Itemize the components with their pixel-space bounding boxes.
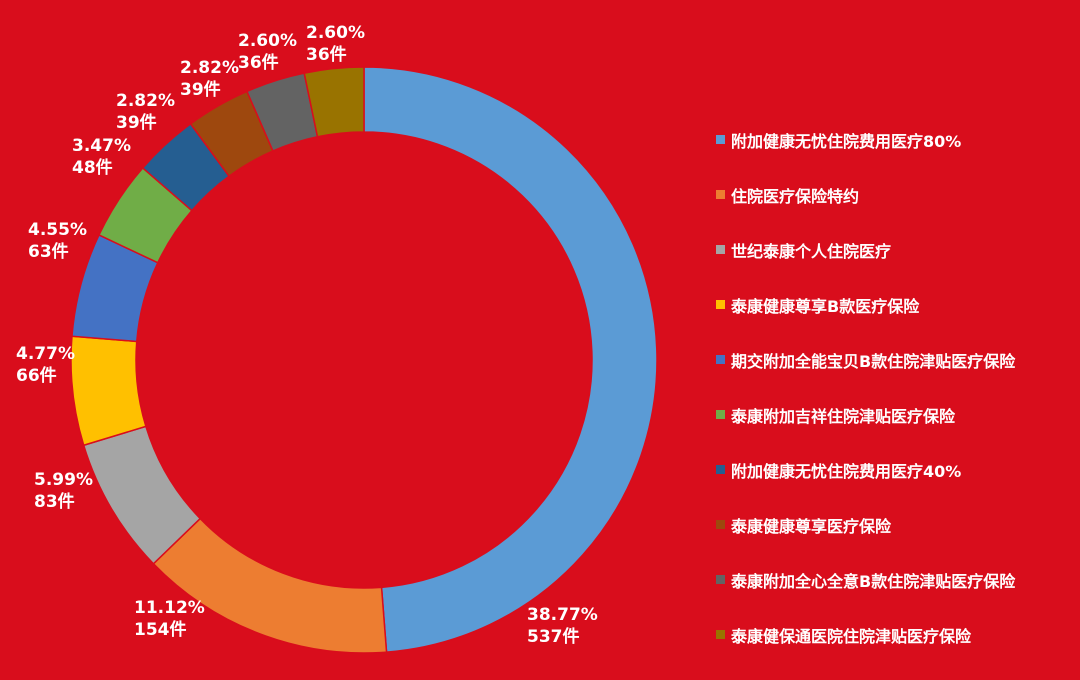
legend-swatch — [716, 135, 725, 144]
data-label-count: 83件 — [34, 492, 75, 512]
donut-slice — [303, 66, 365, 138]
data-label-count: 36件 — [306, 45, 347, 65]
legend-item: 附加健康无忧住院费用医疗40% — [716, 442, 1076, 497]
legend-label: 泰康健康尊享医疗保险 — [731, 516, 892, 536]
data-label: 4.55% 63件 — [28, 219, 87, 263]
legend-label: 世纪泰康个人住院医疗 — [731, 241, 892, 261]
legend-label: 泰康附加全心全意B款住院津贴医疗保险 — [731, 571, 1016, 591]
legend-swatch — [716, 355, 725, 364]
legend-item: 世纪泰康个人住院医疗 — [716, 222, 1076, 277]
legend-swatch — [716, 190, 725, 199]
legend-item: 泰康附加全心全意B款住院津贴医疗保险 — [716, 552, 1076, 607]
data-label-percent: 11.12% — [134, 598, 205, 618]
chart-legend: 附加健康无忧住院费用医疗80% 住院医疗保险特约世纪泰康个人住院医疗泰康健康尊享B… — [716, 112, 1076, 662]
legend-label: 附加健康无忧住院费用医疗80% — [731, 131, 962, 151]
data-label-percent: 3.47% — [72, 136, 131, 156]
data-label: 3.47% 48件 — [72, 135, 131, 179]
data-label: 2.60% 36件 — [238, 30, 297, 74]
data-label: 2.60% 36件 — [306, 22, 365, 66]
data-label-count: 36件 — [238, 53, 279, 73]
legend-item: 泰康健保通医院住院津贴医疗保险 — [716, 607, 1076, 662]
data-label: 5.99% 83件 — [34, 469, 93, 513]
data-label-percent: 2.60% — [306, 23, 365, 43]
data-label: 11.12% 154件 — [134, 597, 205, 641]
data-label-percent: 5.99% — [34, 470, 93, 490]
data-label-count: 63件 — [28, 242, 69, 262]
data-label-percent: 4.55% — [28, 220, 87, 240]
data-label-count: 154件 — [134, 620, 187, 640]
legend-swatch — [716, 575, 725, 584]
donut-slice — [70, 335, 147, 447]
data-label-count: 66件 — [16, 366, 57, 386]
legend-item: 泰康健康尊享医疗保险 — [716, 497, 1076, 552]
data-label: 38.77% 537件 — [527, 604, 598, 648]
data-label-percent: 2.60% — [238, 31, 297, 51]
legend-swatch — [716, 300, 725, 309]
legend-label: 期交附加全能宝贝B款住院津贴医疗保险 — [731, 351, 1016, 371]
data-label: 2.82% 39件 — [180, 57, 239, 101]
data-label: 4.77% 66件 — [16, 343, 75, 387]
legend-item: 泰康附加吉祥住院津贴医疗保险 — [716, 387, 1076, 442]
data-label: 2.82% 39件 — [116, 90, 175, 134]
legend-swatch — [716, 245, 725, 254]
legend-swatch — [716, 465, 725, 474]
legend-label: 泰康健保通医院住院津贴医疗保险 — [731, 626, 972, 646]
data-label-percent: 4.77% — [16, 344, 75, 364]
legend-swatch — [716, 410, 725, 419]
legend-item: 住院医疗保险特约 — [716, 167, 1076, 222]
data-label-percent: 2.82% — [180, 58, 239, 78]
data-label-count: 48件 — [72, 158, 113, 178]
legend-swatch — [716, 630, 725, 639]
donut-slice — [363, 66, 658, 653]
legend-item: 泰康健康尊享B款医疗保险 — [716, 277, 1076, 332]
data-label-count: 39件 — [116, 113, 157, 133]
legend-item: 期交附加全能宝贝B款住院津贴医疗保险 — [716, 332, 1076, 387]
legend-label: 住院医疗保险特约 — [731, 186, 860, 206]
legend-item: 附加健康无忧住院费用医疗80% — [716, 112, 1076, 167]
legend-label: 泰康健康尊享B款医疗保险 — [731, 296, 920, 316]
data-label-count: 537件 — [527, 627, 580, 647]
legend-label: 附加健康无忧住院费用医疗40% — [731, 461, 962, 481]
data-label-percent: 38.77% — [527, 605, 598, 625]
data-label-count: 39件 — [180, 80, 221, 100]
legend-label: 泰康附加吉祥住院津贴医疗保险 — [731, 406, 956, 426]
data-label-percent: 2.82% — [116, 91, 175, 111]
legend-swatch — [716, 520, 725, 529]
